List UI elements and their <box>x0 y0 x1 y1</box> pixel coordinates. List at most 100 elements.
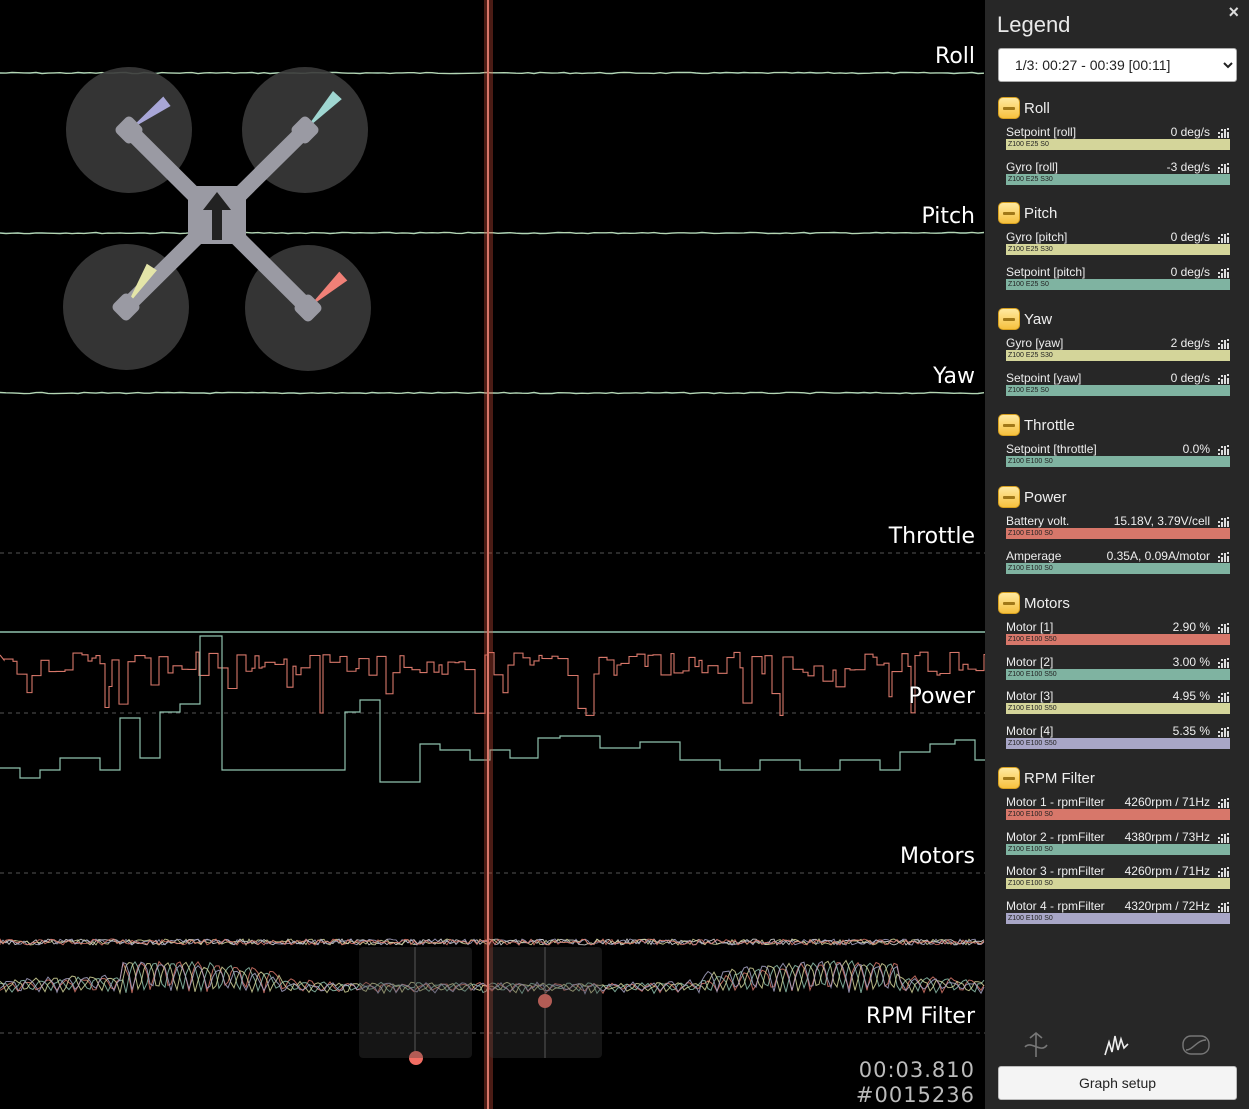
field-color-bar[interactable]: Z100 E100 S0 <box>1006 912 1230 924</box>
graph-canvas[interactable]: Roll Pitch Yaw Throttle Power Motors RPM… <box>0 0 985 1109</box>
legend-group: Power Battery volt. 15.18V, 3.79V/cell Z100… <box>998 486 1230 574</box>
field-name: Motor 2 - rpmFilter <box>1006 829 1105 844</box>
legend-field[interactable]: Setpoint [yaw] 0 deg/s Z100 E25 S0 <box>1006 371 1230 401</box>
legend-field[interactable]: Setpoint [pitch] 0 deg/s Z100 E25 S0 <box>1006 265 1230 295</box>
histogram-icon[interactable] <box>1218 796 1230 808</box>
field-color-bar[interactable]: Z100 E100 S0 <box>1006 528 1230 539</box>
legend-field[interactable]: Battery volt. 15.18V, 3.79V/cell Z100 E100… <box>1006 514 1230 544</box>
graph-label-motors: Motors <box>899 844 975 869</box>
analyser-icon[interactable] <box>1021 1030 1051 1060</box>
legend-field[interactable]: Setpoint [throttle] 0.0% Z100 E100 S0 <box>1006 442 1230 472</box>
collapse-icon[interactable] <box>998 202 1020 224</box>
collapse-icon[interactable] <box>998 486 1020 508</box>
field-color-bar[interactable]: Z100 E100 S50 <box>1006 634 1230 645</box>
histogram-icon[interactable] <box>1218 126 1230 138</box>
log-range-select[interactable]: 1/3: 00:27 - 00:39 [00:11] <box>998 48 1237 82</box>
legend-field[interactable]: Setpoint [roll] 0 deg/s Z100 E25 S0 <box>1006 125 1230 155</box>
collapse-icon[interactable] <box>998 97 1020 119</box>
legend-title: Legend <box>997 12 1071 37</box>
legend-group-name: Throttle <box>1024 416 1075 434</box>
field-color-bar[interactable]: Z100 E25 S30 <box>1006 173 1230 185</box>
histogram-icon[interactable] <box>1218 900 1230 912</box>
graph-setup-button[interactable]: Graph setup <box>998 1066 1237 1100</box>
collapse-icon[interactable] <box>998 592 1020 614</box>
field-color-bar[interactable]: Z100 E100 S0 <box>1006 809 1230 820</box>
histogram-icon[interactable] <box>1218 621 1230 633</box>
histogram-icon[interactable] <box>1218 443 1230 455</box>
field-name: Motor [4] <box>1006 723 1054 738</box>
histogram-icon[interactable] <box>1218 266 1230 278</box>
legend-group: Throttle Setpoint [throttle] 0.0% Z100 E100… <box>998 414 1230 467</box>
histogram-icon[interactable] <box>1218 231 1230 243</box>
legend-field[interactable]: Motor [4] 5.35 % Z100 E100 S50 <box>1006 724 1230 754</box>
lowpass-icon[interactable] <box>1181 1030 1211 1060</box>
motor-mount <box>294 294 322 322</box>
legend-field[interactable]: Motor 4 - rpmFilter 4320rpm / 72Hz Z100 E1… <box>1006 899 1230 929</box>
legend-field[interactable]: Gyro [roll] -3 deg/s Z100 E25 S30 <box>1006 160 1230 190</box>
field-color-bar[interactable]: Z100 E100 S0 <box>1006 456 1230 467</box>
field-color-bar[interactable]: Z100 E25 S30 <box>1006 244 1230 255</box>
field-color-bar[interactable]: Z100 E25 S30 <box>1006 350 1230 361</box>
legend-field[interactable]: Motor 3 - rpmFilter 4260rpm / 71Hz Z100 E1… <box>1006 864 1230 894</box>
legend-field[interactable]: Motor 2 - rpmFilter 4380rpm / 73Hz Z100 E1… <box>1006 830 1230 860</box>
collapse-icon[interactable] <box>998 414 1020 436</box>
stick-left <box>359 947 472 1058</box>
field-color-bar[interactable]: Z100 E100 S50 <box>1006 668 1230 680</box>
histogram-icon[interactable] <box>1218 515 1230 527</box>
field-color-bar[interactable]: Z100 E100 S0 <box>1006 843 1230 855</box>
trace-line <box>0 960 985 995</box>
legend-field[interactable]: Motor [1] 2.90 % Z100 E100 S50 <box>1006 620 1230 650</box>
legend-group-header[interactable]: Yaw <box>998 308 1230 330</box>
collapse-icon[interactable] <box>998 308 1020 330</box>
trace-line <box>0 72 985 74</box>
motor-mount <box>112 293 140 321</box>
histogram-icon[interactable] <box>1218 337 1230 349</box>
field-name: Setpoint [roll] <box>1006 125 1077 139</box>
field-color-bar[interactable]: Z100 E25 S0 <box>1006 278 1230 290</box>
field-color-bar[interactable]: Z100 E100 S0 <box>1006 878 1230 889</box>
trace-line <box>0 938 985 946</box>
legend-group-header[interactable]: Power <box>998 486 1230 508</box>
field-name: Setpoint [throttle] <box>1006 442 1097 456</box>
histogram-icon[interactable] <box>1218 831 1230 843</box>
trace-line <box>0 959 985 995</box>
graph-svg[interactable] <box>0 0 985 1109</box>
legend-field[interactable]: Motor [3] 4.95 % Z100 E100 S50 <box>1006 689 1230 719</box>
field-name: Setpoint [pitch] <box>1006 264 1086 279</box>
field-value: 4260rpm / 71Hz <box>1124 864 1210 878</box>
legend-group-header[interactable]: RPM Filter <box>998 767 1230 789</box>
legend-field[interactable]: Amperage 0.35A, 0.09A/motor Z100 E100 S0 <box>1006 549 1230 579</box>
histogram-icon[interactable] <box>1218 161 1230 173</box>
field-value: 0 deg/s <box>1170 125 1210 139</box>
legend-field[interactable]: Motor [2] 3.00 % Z100 E100 S50 <box>1006 655 1230 685</box>
histogram-icon[interactable] <box>1218 725 1230 737</box>
legend-group-name: RPM Filter <box>1024 769 1095 787</box>
field-name: Setpoint [yaw] <box>1006 370 1082 385</box>
legend-group: RPM Filter Motor 1 - rpmFilter 4260rpm / 7… <box>998 767 1230 924</box>
histogram-icon[interactable] <box>1218 550 1230 562</box>
field-color-bar[interactable]: Z100 E100 S0 <box>1006 562 1230 574</box>
field-color-bar[interactable]: Z100 E100 S50 <box>1006 703 1230 714</box>
spectrum-icon[interactable] <box>1102 1030 1132 1060</box>
collapse-icon[interactable] <box>998 767 1020 789</box>
histogram-icon[interactable] <box>1218 656 1230 668</box>
field-color-bar[interactable]: Z100 E100 S50 <box>1006 737 1230 749</box>
field-color-bar[interactable]: Z100 E25 S0 <box>1006 139 1230 150</box>
close-icon[interactable]: × <box>1228 2 1239 22</box>
field-value: 4260rpm / 71Hz <box>1124 795 1210 809</box>
histogram-icon[interactable] <box>1218 690 1230 702</box>
field-name: Motor 3 - rpmFilter <box>1006 864 1105 878</box>
legend-group-header[interactable]: Motors <box>998 592 1230 614</box>
legend-group-header[interactable]: Throttle <box>998 414 1230 436</box>
field-color-bar[interactable]: Z100 E25 S0 <box>1006 384 1230 396</box>
legend-field[interactable]: Motor 1 - rpmFilter 4260rpm / 71Hz Z100 E1… <box>1006 795 1230 825</box>
graph-label-roll: Roll <box>935 44 975 69</box>
field-name: Motor [3] <box>1006 689 1054 703</box>
histogram-icon[interactable] <box>1218 865 1230 877</box>
legend-group-name: Motors <box>1024 594 1070 612</box>
legend-field[interactable]: Gyro [pitch] 0 deg/s Z100 E25 S30 <box>1006 230 1230 260</box>
legend-group-header[interactable]: Roll <box>998 97 1230 119</box>
legend-group-header[interactable]: Pitch <box>998 202 1230 224</box>
histogram-icon[interactable] <box>1218 372 1230 384</box>
legend-field[interactable]: Gyro [yaw] 2 deg/s Z100 E25 S30 <box>1006 336 1230 366</box>
